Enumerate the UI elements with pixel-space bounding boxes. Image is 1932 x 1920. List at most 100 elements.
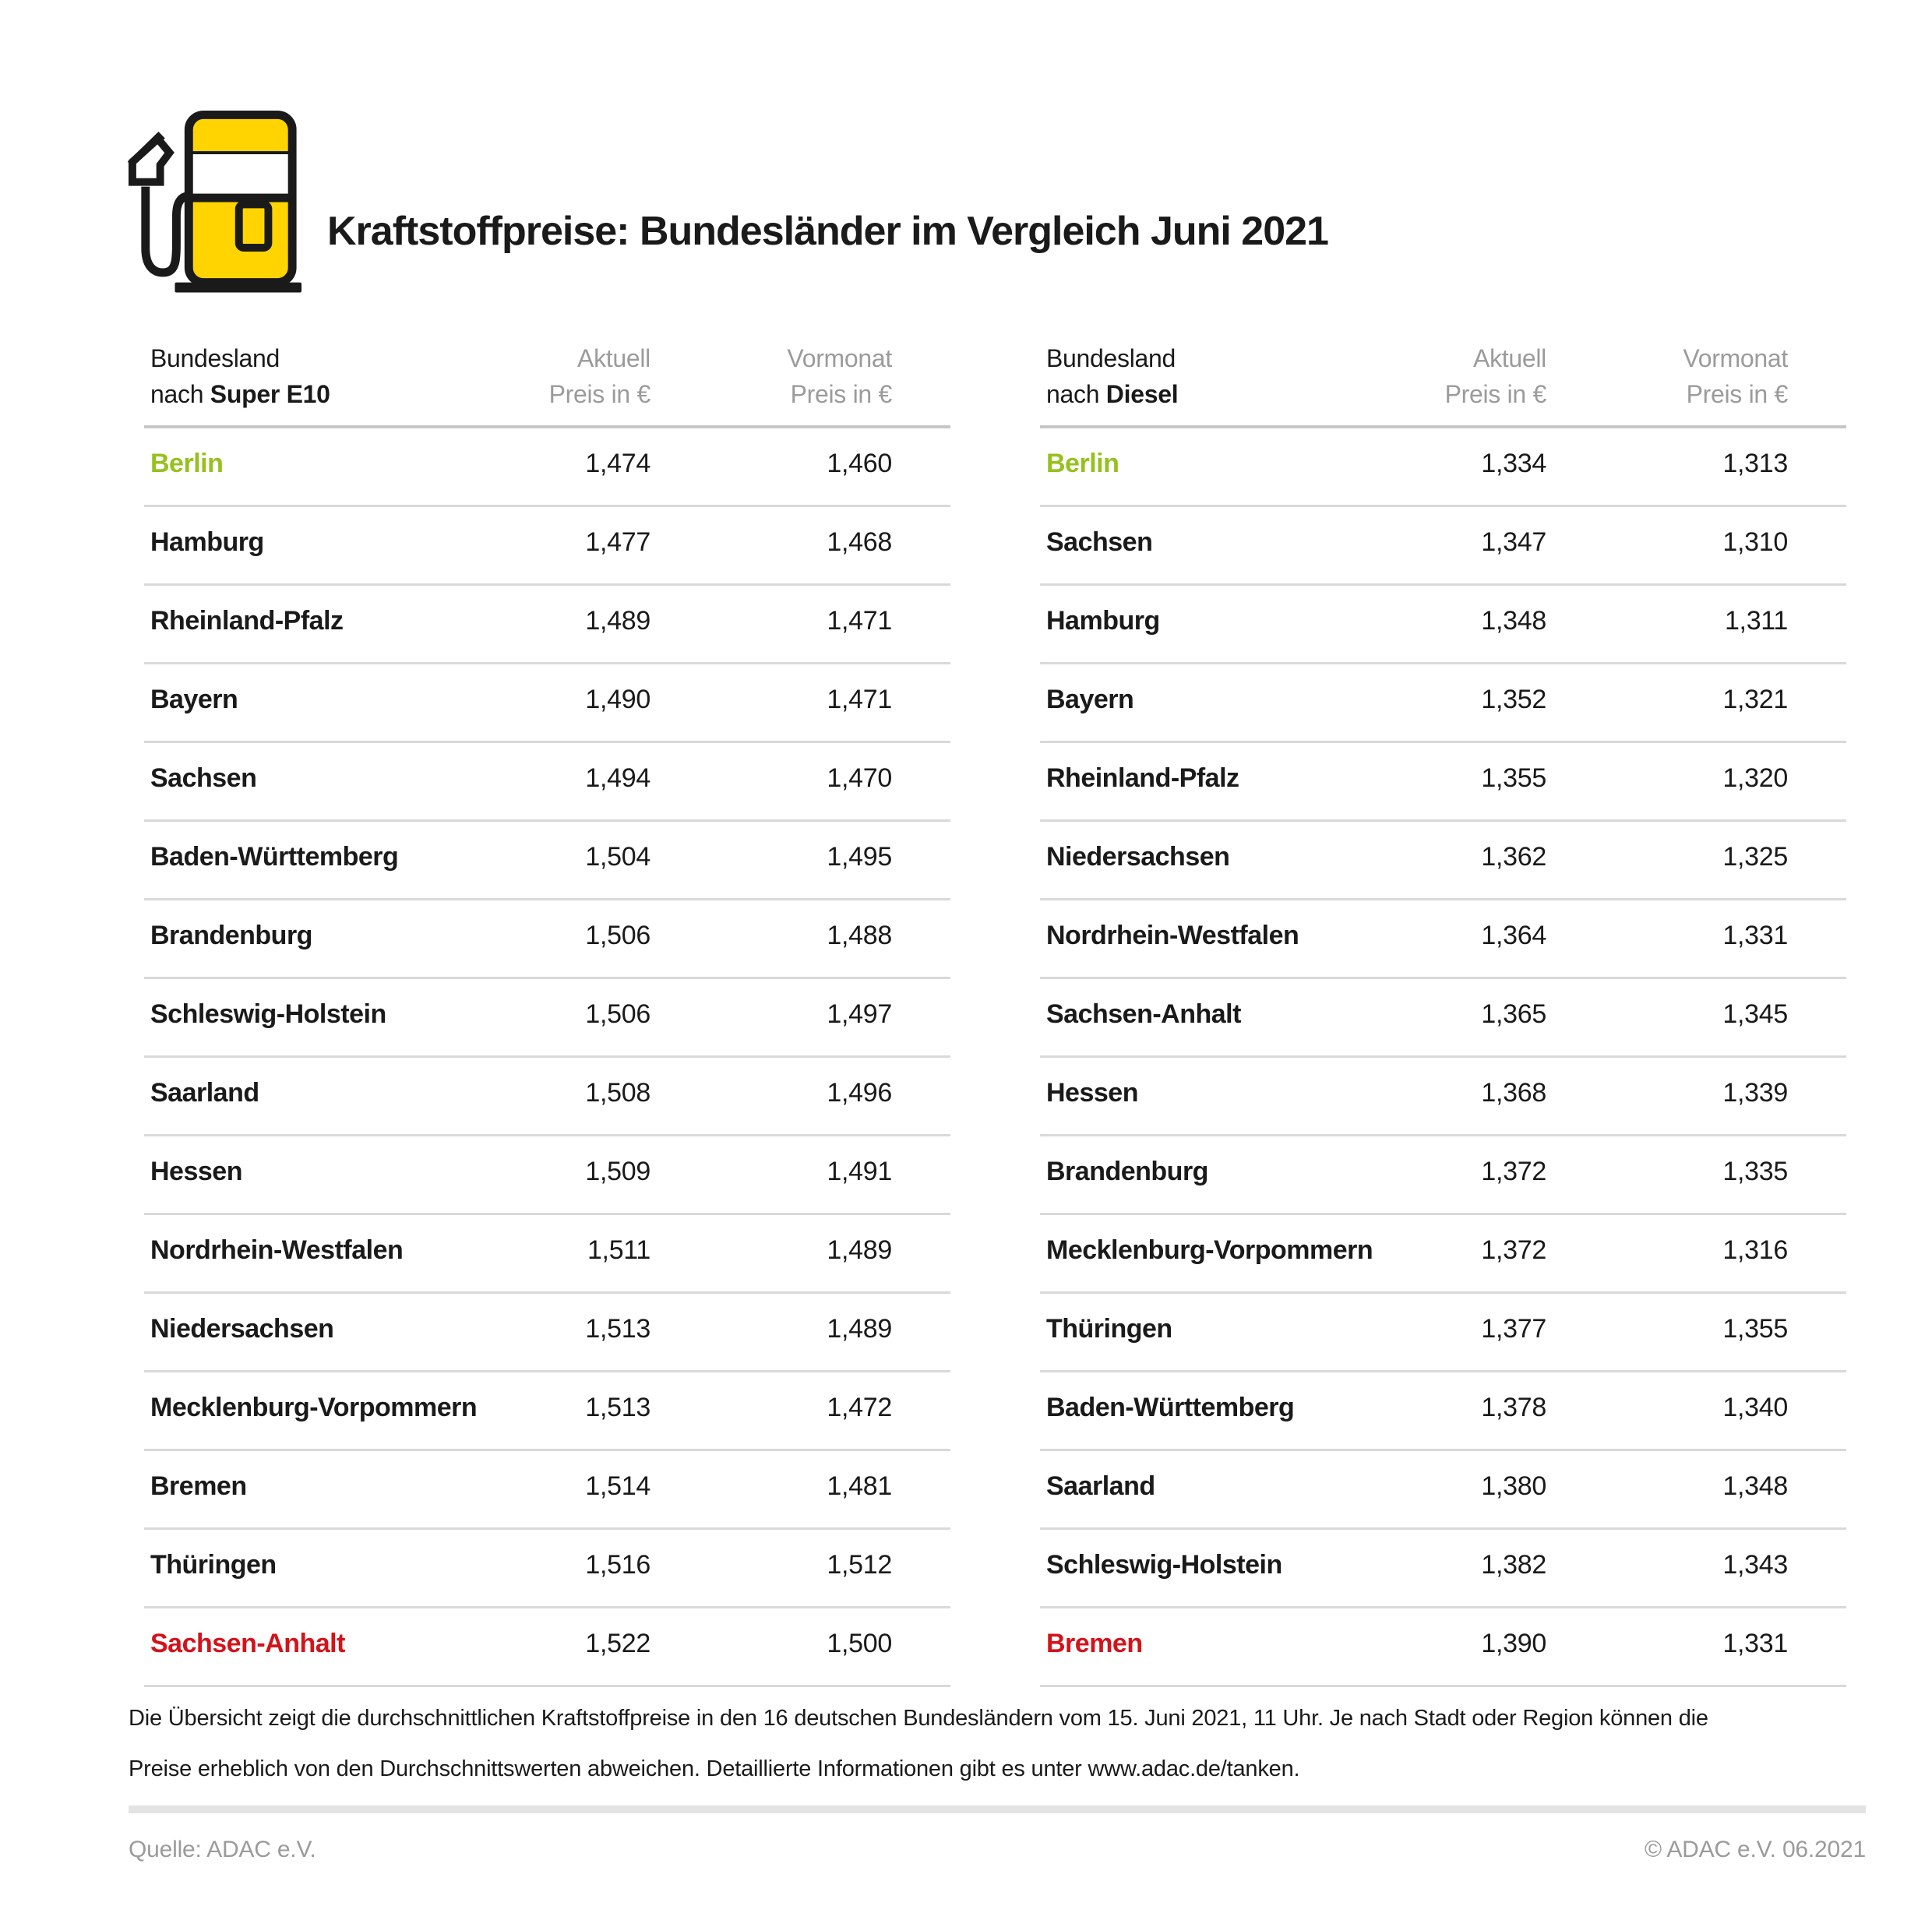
table-row: Brandenburg 1,372 1,335 (1040, 1136, 1846, 1215)
vormonat-price: 1,472 (827, 1393, 892, 1423)
bundesland-label: Schleswig-Holstein (150, 999, 386, 1030)
bundesland-label: Sachsen-Anhalt (150, 1629, 345, 1659)
aktuell-price: 1,355 (1481, 763, 1546, 794)
vormonat-price: 1,313 (1722, 449, 1788, 479)
copyright-label: © ADAC e.V. 06.2021 (1644, 1837, 1866, 1862)
bundesland-label: Hessen (1046, 1078, 1138, 1108)
column-header-vormonat: Vormonat Preis in € (1546, 340, 1788, 413)
column-header-line2: Preis in € (548, 380, 651, 409)
aktuell-price: 1,490 (585, 685, 650, 715)
vormonat-price: 1,331 (1722, 1629, 1788, 1659)
vormonat-price: 1,460 (827, 449, 892, 479)
bundesland-label: Brandenburg (1046, 1157, 1208, 1187)
table-row: Brandenburg 1,506 1,488 (144, 900, 950, 979)
vormonat-price: 1,500 (827, 1629, 892, 1659)
vormonat-price: 1,471 (827, 685, 892, 715)
bundesland-label: Hamburg (150, 527, 264, 558)
bundesland-label: Niedersachsen (150, 1314, 334, 1344)
bundesland-label: Thüringen (150, 1550, 277, 1580)
vormonat-price: 1,331 (1722, 921, 1788, 951)
table-row: Mecklenburg-Vorpommern 1,513 1,472 (144, 1372, 950, 1451)
column-header-vormonat: Vormonat Preis in € (650, 340, 892, 413)
vormonat-price: 1,316 (1722, 1235, 1788, 1266)
page-title: Kraftstoffpreise: Bundesländer im Vergle… (327, 209, 1329, 254)
table-row: Sachsen 1,494 1,470 (144, 743, 950, 822)
table-row: Schleswig-Holstein 1,382 1,343 (1040, 1530, 1846, 1608)
bundesland-label: Bremen (150, 1471, 247, 1502)
bundesland-label: Sachsen (1046, 527, 1153, 558)
bundesland-label: Bayern (150, 685, 238, 715)
aktuell-price: 1,504 (585, 842, 650, 872)
column-header-bundesland: Bundesland nach Diesel (1046, 340, 1383, 413)
vormonat-price: 1,325 (1722, 842, 1788, 872)
aktuell-price: 1,377 (1481, 1314, 1546, 1344)
bundesland-label: Thüringen (1046, 1314, 1172, 1344)
aktuell-price: 1,362 (1481, 842, 1546, 872)
table-row: Nordrhein-Westfalen 1,364 1,331 (1040, 900, 1846, 979)
table-row: Berlin 1,334 1,313 (1040, 428, 1846, 507)
vormonat-price: 1,471 (827, 606, 892, 636)
footnote-line1: Die Übersicht zeigt die durchschnittlich… (129, 1706, 1708, 1731)
vormonat-price: 1,481 (827, 1471, 892, 1502)
vormonat-price: 1,497 (827, 999, 892, 1030)
vormonat-price: 1,512 (827, 1550, 892, 1580)
bundesland-label: Baden-Württemberg (1046, 1393, 1295, 1423)
vormonat-price: 1,470 (827, 763, 892, 794)
table-diesel: Bundesland nach Diesel Aktuell Preis in … (1040, 340, 1846, 1687)
aktuell-price: 1,508 (585, 1078, 650, 1108)
bundesland-label: Berlin (1046, 449, 1119, 479)
aktuell-price: 1,380 (1481, 1471, 1546, 1502)
aktuell-price: 1,477 (585, 527, 650, 558)
aktuell-price: 1,364 (1481, 921, 1546, 951)
aktuell-price: 1,372 (1481, 1235, 1546, 1266)
aktuell-price: 1,382 (1481, 1550, 1546, 1580)
bundesland-label: Bremen (1046, 1629, 1143, 1659)
aktuell-price: 1,522 (585, 1629, 650, 1659)
column-header-line2: Preis in € (1686, 380, 1789, 409)
price-tables: Bundesland nach Super E10 Aktuell Preis … (144, 340, 1846, 1687)
bundesland-label: Hessen (150, 1157, 242, 1187)
table-header: Bundesland nach Diesel Aktuell Preis in … (1040, 340, 1846, 428)
table-row: Bayern 1,490 1,471 (144, 664, 950, 743)
vormonat-price: 1,345 (1722, 999, 1788, 1030)
bundesland-label: Rheinland-Pfalz (150, 606, 344, 636)
column-header-line1: Aktuell (1473, 344, 1546, 372)
vormonat-price: 1,491 (827, 1157, 892, 1187)
table-row: Hamburg 1,348 1,311 (1040, 586, 1846, 664)
table-row: Mecklenburg-Vorpommern 1,372 1,316 (1040, 1215, 1846, 1294)
table-row: Thüringen 1,377 1,355 (1040, 1294, 1846, 1372)
aktuell-price: 1,513 (585, 1393, 650, 1423)
table-row: Hessen 1,509 1,491 (144, 1136, 950, 1215)
aktuell-price: 1,511 (587, 1235, 650, 1266)
vormonat-price: 1,488 (827, 921, 892, 951)
bundesland-label: Brandenburg (150, 921, 312, 951)
aktuell-price: 1,368 (1481, 1078, 1546, 1108)
fuel-pump-icon (127, 111, 302, 293)
table-body: Berlin 1,474 1,460 Hamburg 1,477 1,468 Rheinla… (144, 428, 950, 1687)
aktuell-price: 1,506 (585, 921, 650, 951)
aktuell-price: 1,372 (1481, 1157, 1546, 1187)
bundesland-label: Bayern (1046, 685, 1134, 715)
table-row: Thüringen 1,516 1,512 (144, 1530, 950, 1608)
column-header-line2-prefix: nach (150, 380, 210, 409)
table-row: Rheinland-Pfalz 1,489 1,471 (144, 586, 950, 664)
column-header-aktuell: Aktuell Preis in € (487, 340, 651, 413)
table-body: Berlin 1,334 1,313 Sachsen 1,347 1,310 Hamburg… (1040, 428, 1846, 1687)
table-row: Nordrhein-Westfalen 1,511 1,489 (144, 1215, 950, 1294)
vormonat-price: 1,489 (827, 1235, 892, 1266)
vormonat-price: 1,468 (827, 527, 892, 558)
aktuell-price: 1,513 (585, 1314, 650, 1344)
table-row: Niedersachsen 1,513 1,489 (144, 1294, 950, 1372)
vormonat-price: 1,348 (1722, 1471, 1788, 1502)
table-row: Sachsen-Anhalt 1,365 1,345 (1040, 979, 1846, 1058)
aktuell-price: 1,514 (585, 1471, 650, 1502)
table-row: Bremen 1,390 1,331 (1040, 1608, 1846, 1687)
vormonat-price: 1,320 (1722, 763, 1788, 794)
vormonat-price: 1,335 (1722, 1157, 1788, 1187)
vormonat-price: 1,496 (827, 1078, 892, 1108)
vormonat-price: 1,355 (1722, 1314, 1788, 1344)
aktuell-price: 1,509 (585, 1157, 650, 1187)
table-row: Hessen 1,368 1,339 (1040, 1058, 1846, 1136)
aktuell-price: 1,516 (585, 1550, 650, 1580)
bundesland-label: Baden-Württemberg (150, 842, 399, 872)
